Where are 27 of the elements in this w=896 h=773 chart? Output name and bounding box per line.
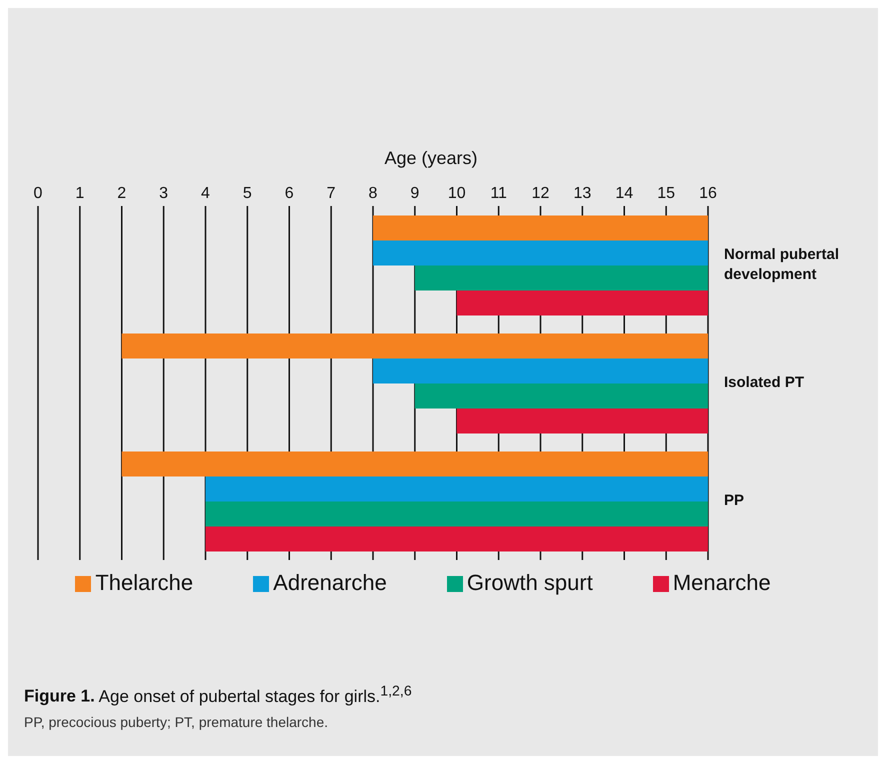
x-tick-label: 15 [657, 185, 676, 202]
text: Figure 1. Age onset of pubertal stages for girls.$^{1,2,6}$ [24, 683, 412, 706]
x-axis-title: Age (years) [383, 148, 479, 169]
x-tick-label: 4 [201, 185, 210, 202]
x-tick-label: 13 [573, 185, 592, 202]
x-tick-label: 1 [75, 185, 84, 202]
x-tick-label: 3 [159, 185, 168, 202]
x-tick-label: 5 [242, 185, 252, 202]
x-tick-label: 16 [699, 185, 717, 202]
legend-label: Growth spurt [466, 570, 593, 595]
x-tick-label: 8 [368, 185, 378, 202]
legend-label: Thelarche [95, 570, 194, 595]
x-tick-label: 11 [490, 185, 508, 202]
x-tick-label: 10 [448, 185, 466, 202]
y-tick-label: PP [724, 492, 744, 509]
legend-label: Adrenarche [273, 570, 387, 595]
x-tick-label: 9 [410, 185, 420, 202]
x-tick-label: 0 [34, 185, 43, 202]
x-tick-label: 2 [117, 185, 126, 202]
x-tick-label: 14 [615, 185, 634, 202]
y-tick-label: Normal pubertal development [724, 246, 840, 283]
legend-label: Menarche [672, 570, 771, 595]
x-tick-label: 7 [326, 185, 336, 202]
text: PP, precocious puberty; PT, premature thelarche. [24, 714, 328, 730]
y-tick-label: Isolated PT [724, 374, 804, 391]
x-tick-label: 12 [532, 185, 550, 202]
x-tick-label: 6 [284, 185, 294, 202]
